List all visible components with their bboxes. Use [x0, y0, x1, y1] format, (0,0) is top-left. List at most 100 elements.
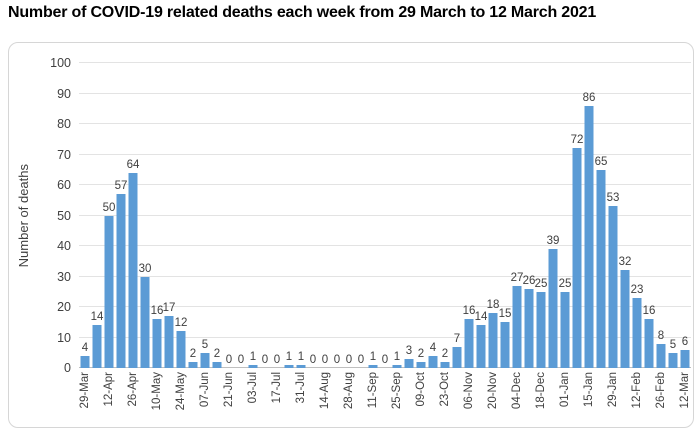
x-tick-label: 24-May: [175, 372, 187, 411]
x-tick-slot: 21-Jun: [223, 372, 235, 407]
bar-slot: 50: [103, 63, 115, 368]
x-tick-slot: 06-Nov: [463, 372, 475, 409]
x-tick-label: 29-Jan: [607, 372, 619, 408]
bar: [596, 169, 606, 368]
bar-data-label: 57: [114, 180, 128, 193]
x-tick-slot: 29-Jan: [607, 372, 619, 407]
y-axis-tick-labels: 0 10 20 30 40 50 60 70 80 90 100: [9, 56, 71, 375]
bar: [164, 316, 174, 368]
bar-slot: 72: [571, 63, 583, 368]
x-tick-slot: 24-May: [175, 372, 187, 410]
bar: [548, 249, 558, 368]
bar-slot: 8: [655, 63, 667, 368]
bar-data-label: 1: [249, 350, 257, 363]
bar-slot: 0: [223, 63, 235, 368]
bar-slot: 0: [259, 63, 271, 368]
bar-slot: 2: [211, 63, 223, 368]
x-tick-slot: 04-Dec: [511, 372, 523, 409]
bar: [200, 352, 210, 368]
bar: [524, 288, 534, 368]
bar-data-label: 27: [510, 271, 524, 284]
bar-slot: 39: [547, 63, 559, 368]
bar-slot: 53: [607, 63, 619, 368]
bar-data-label: 26: [522, 274, 536, 287]
chart-title: Number of COVID-19 related deaths each w…: [8, 4, 597, 21]
bar-slot: 16: [151, 63, 163, 368]
bar: [680, 349, 690, 368]
y-tick-label: 40: [57, 239, 71, 253]
bar-slot: 1: [247, 63, 259, 368]
x-tick-slot: 25-Sep: [391, 372, 403, 409]
bar-slot: 30: [139, 63, 151, 368]
bar-slot: 12: [175, 63, 187, 368]
bar: [152, 319, 162, 368]
gridline: [79, 306, 691, 307]
bar-slot: 0: [379, 63, 391, 368]
x-tick-label: 21-Jun: [223, 372, 235, 408]
bar: [404, 358, 414, 368]
x-tick-label: 26-Apr: [127, 372, 139, 407]
x-tick-label: 23-Oct: [439, 372, 451, 407]
bar-slot: 1: [391, 63, 403, 368]
bar-data-label: 16: [642, 305, 656, 318]
x-tick-label: 06-Nov: [463, 372, 475, 410]
gridline: [79, 214, 691, 216]
bar-slot: 2: [415, 63, 427, 368]
bar-data-label: 15: [498, 308, 512, 321]
bar-data-label: 1: [369, 350, 377, 363]
x-tick-label: 09-Oct: [415, 372, 427, 407]
bar-slot: 15: [499, 63, 511, 368]
bar-slot: 1: [295, 63, 307, 368]
bar-slot: 5: [199, 63, 211, 368]
bar: [560, 291, 570, 368]
bar: [416, 361, 426, 368]
bar: [584, 105, 594, 368]
bar-data-label: 4: [81, 341, 89, 354]
bar-data-label: 7: [453, 332, 461, 345]
bar-slot: 0: [319, 63, 331, 368]
bar-data-label: 2: [417, 347, 425, 360]
bar: [368, 364, 378, 368]
x-tick-slot: 28-Aug: [343, 372, 355, 409]
bar-data-label: 65: [594, 155, 608, 168]
bar-slot: 57: [115, 63, 127, 368]
y-tick-label: 90: [57, 86, 71, 101]
bar-data-label: 3: [405, 344, 413, 357]
bar-slot: 0: [343, 63, 355, 368]
bar-data-label: 39: [546, 235, 560, 248]
x-tick-label: 12-Mar: [679, 372, 691, 409]
bar: [476, 325, 486, 368]
bar-data-label: 18: [486, 299, 500, 312]
bar-data-label: 0: [309, 354, 317, 366]
bar: [668, 352, 678, 368]
bar-slot: 2: [187, 63, 199, 368]
bar-slot: 86: [583, 63, 595, 368]
x-tick-slot: 09-Oct: [415, 372, 427, 407]
x-tick-slot: 26-Feb: [655, 372, 667, 408]
x-tick-label: 29-Mar: [79, 372, 91, 409]
x-tick-label: 25-Sep: [391, 372, 403, 410]
plot-area: 4 14 50 57 64 30 16 17 12 2 5 2 0 0 1 0 0 1 1 0 0 0 0 0 1 0 1 3 2 4 2 7…: [79, 62, 691, 368]
x-tick-slot: 12-Feb: [631, 372, 643, 408]
bar-slot: 17: [163, 63, 175, 368]
x-tick-label: 12-Apr: [103, 372, 115, 407]
y-tick-label: 70: [57, 147, 71, 162]
bar-data-label: 2: [213, 347, 221, 360]
x-tick-label: 10-May: [151, 372, 163, 411]
bar-slot: 32: [619, 63, 631, 368]
bar: [140, 276, 150, 368]
bar: [464, 319, 474, 368]
bar-data-label: 14: [90, 311, 104, 324]
x-tick-slot: 26-Apr: [127, 372, 139, 407]
gridline: [79, 275, 691, 277]
bar: [488, 313, 498, 368]
bar-slot: 27: [511, 63, 523, 368]
bar-data-label: 2: [441, 347, 449, 360]
bar-data-label: 6: [681, 335, 689, 348]
bar-slot: 14: [91, 63, 103, 368]
y-tick-label: 20: [57, 300, 71, 314]
y-tick-label: 0: [64, 361, 71, 375]
bar: [572, 148, 582, 368]
bar-data-label: 1: [285, 350, 293, 363]
